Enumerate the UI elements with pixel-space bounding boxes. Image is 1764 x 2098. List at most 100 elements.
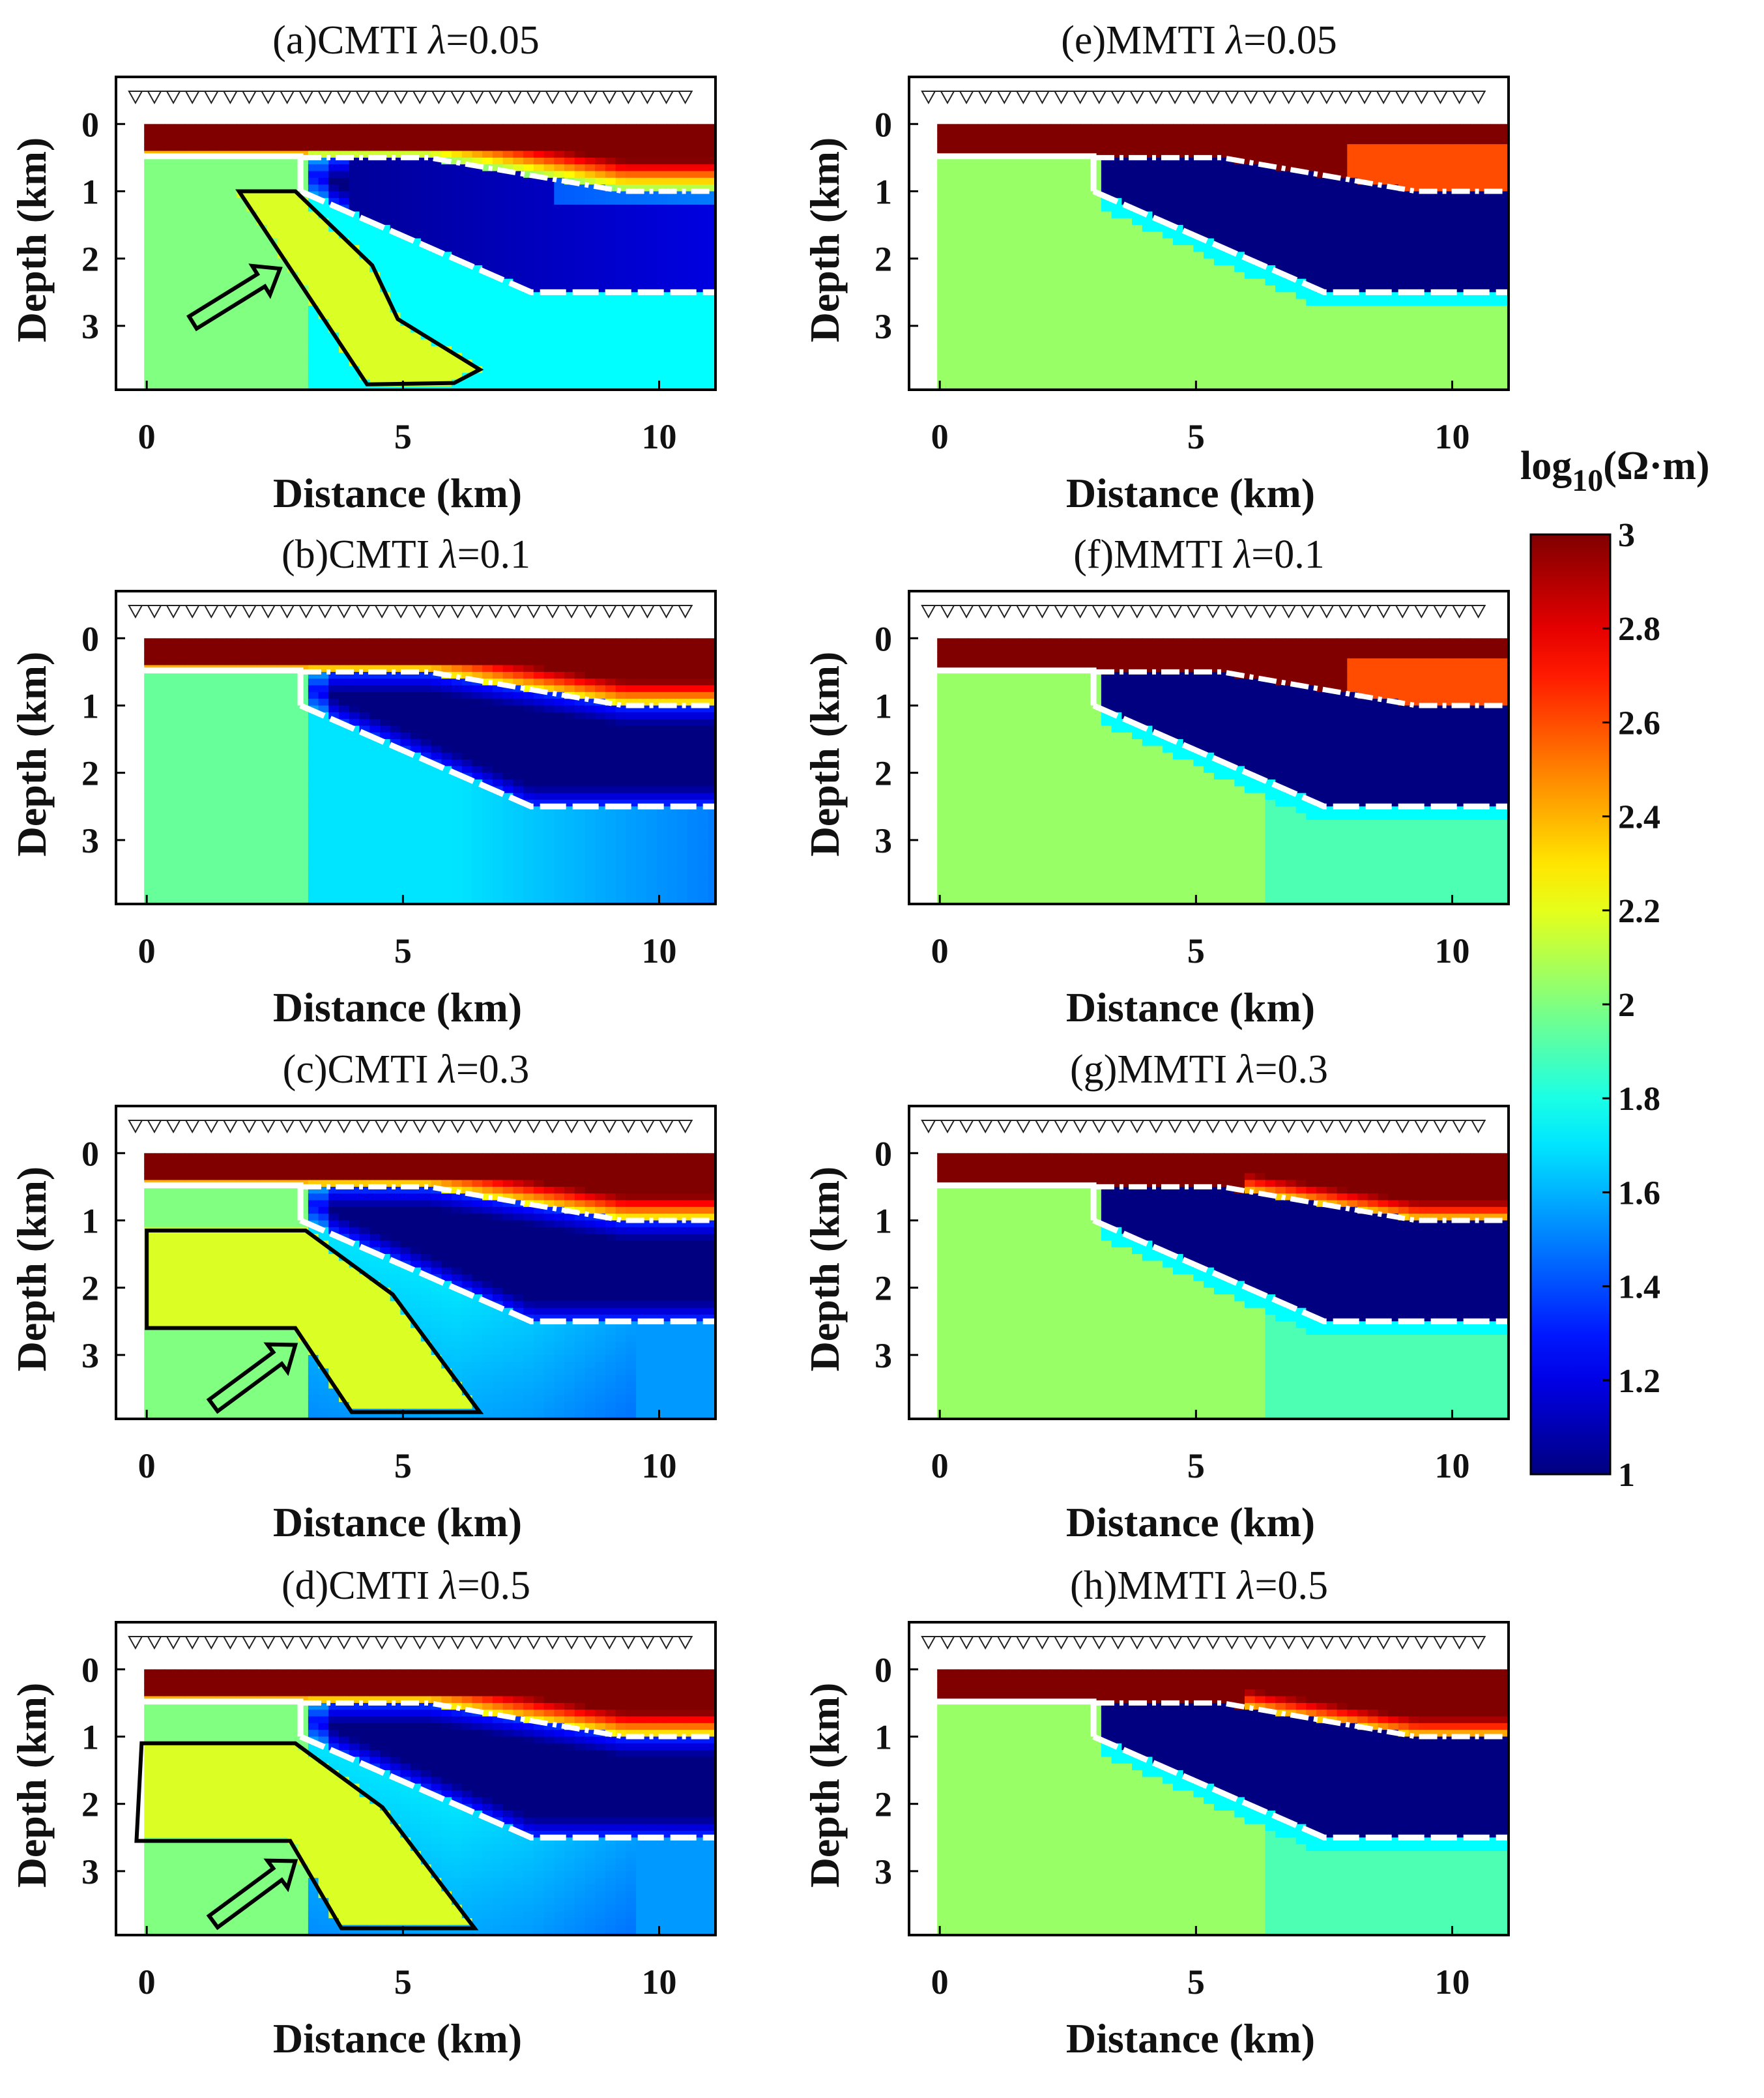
heatmap-cell [574, 205, 586, 212]
heatmap-cell [287, 839, 298, 847]
heatmap-cell [615, 860, 626, 867]
heatmap-cell [318, 671, 329, 679]
heatmap-cell [441, 772, 452, 780]
heatmap-cell [144, 725, 155, 733]
heatmap-cell [523, 191, 534, 199]
heatmap-cell [574, 231, 586, 239]
heatmap-cell [452, 252, 463, 259]
heatmap-cell [216, 839, 227, 847]
heatmap-cell [492, 191, 504, 199]
heatmap-cell [513, 779, 524, 787]
heatmap-cell [400, 880, 411, 888]
heatmap-cell [236, 1260, 248, 1268]
heatmap-cell [656, 671, 667, 679]
heatmap-cell [400, 820, 411, 827]
heatmap-cell [380, 867, 391, 875]
heatmap-cell [328, 732, 340, 740]
heatmap-cell [656, 177, 667, 185]
heatmap-cell [390, 725, 401, 733]
heatmap-cell [164, 130, 175, 138]
heatmap-cell [236, 1301, 248, 1309]
heatmap-cell [411, 678, 422, 686]
heatmap-cell [472, 299, 483, 306]
heatmap-cell [154, 1159, 166, 1167]
heatmap-cell [144, 1220, 155, 1228]
heatmap-cell [523, 712, 534, 720]
heatmap-cell [697, 873, 708, 881]
heatmap-cell [164, 651, 175, 659]
heatmap-cell [226, 732, 237, 740]
heatmap-cell [298, 725, 309, 733]
heatmap-cell [554, 345, 565, 353]
heatmap-cell [154, 211, 166, 219]
heatmap-cell [277, 332, 288, 340]
heatmap-cell [400, 826, 411, 834]
heatmap-cell [513, 144, 524, 152]
heatmap-cell [441, 793, 452, 800]
heatmap-cell [154, 1281, 166, 1289]
heatmap-cell [154, 191, 166, 199]
heatmap-cell [339, 306, 350, 313]
heatmap-cell [554, 225, 565, 232]
heatmap-cell [543, 171, 555, 179]
heatmap-cell [441, 386, 452, 390]
heatmap-cell [595, 292, 606, 300]
heatmap-cell [349, 692, 360, 699]
heatmap-cell [492, 157, 504, 165]
heatmap-cell [677, 839, 688, 847]
heatmap-cell [277, 867, 288, 875]
heatmap-cell [411, 719, 422, 726]
heatmap-cell [339, 813, 350, 821]
heatmap-cell [154, 800, 166, 807]
heatmap-cell [420, 725, 432, 733]
heatmap-cell [595, 197, 606, 205]
heatmap-cell [615, 820, 626, 827]
heatmap-cell [441, 144, 452, 152]
heatmap-cell [400, 752, 411, 760]
heatmap-cell [195, 1234, 207, 1241]
heatmap-cell [390, 692, 401, 699]
heatmap-cell [431, 725, 442, 733]
heatmap-cell [236, 719, 248, 726]
heatmap-cell [441, 813, 452, 821]
heatmap-cell [431, 900, 442, 904]
heatmap-cell [656, 860, 667, 867]
heatmap-cell [144, 325, 155, 333]
heatmap-cell [687, 658, 699, 666]
heatmap-cell [236, 651, 248, 659]
heatmap-cell [452, 699, 463, 707]
heatmap-cell [154, 306, 166, 313]
heatmap-cell [574, 386, 586, 390]
heatmap-cell [574, 272, 586, 280]
heatmap-cell [287, 820, 298, 827]
heatmap-cell [564, 197, 575, 205]
heatmap-cell [369, 345, 381, 353]
heatmap-cell [205, 1415, 216, 1419]
heatmap-cell [154, 1362, 166, 1369]
heatmap-cell [687, 285, 699, 293]
heatmap-cell [287, 171, 298, 179]
heatmap-cell [431, 766, 442, 774]
heatmap-cell [585, 867, 596, 875]
heatmap-cell [543, 332, 555, 340]
heatmap-cell [543, 739, 555, 746]
heatmap-cell [287, 211, 298, 219]
heatmap-cell [154, 705, 166, 713]
heatmap-cell [205, 752, 216, 760]
heatmap-cell [441, 245, 452, 252]
heatmap-cell [164, 900, 175, 904]
heatmap-cell [339, 197, 350, 205]
heatmap-cell [461, 759, 473, 766]
heatmap-cell [277, 157, 288, 165]
heatmap-cell [411, 772, 422, 780]
heatmap-cell [339, 319, 350, 327]
heatmap-cell [502, 225, 513, 232]
heatmap-cell [339, 231, 350, 239]
heatmap-cell [277, 285, 288, 293]
heatmap-cell [185, 820, 196, 827]
heatmap-cell [441, 766, 452, 774]
heatmap-cell [574, 312, 586, 320]
heatmap-cell [185, 238, 196, 246]
heatmap-cell [697, 386, 708, 390]
heatmap-cell [543, 325, 555, 333]
